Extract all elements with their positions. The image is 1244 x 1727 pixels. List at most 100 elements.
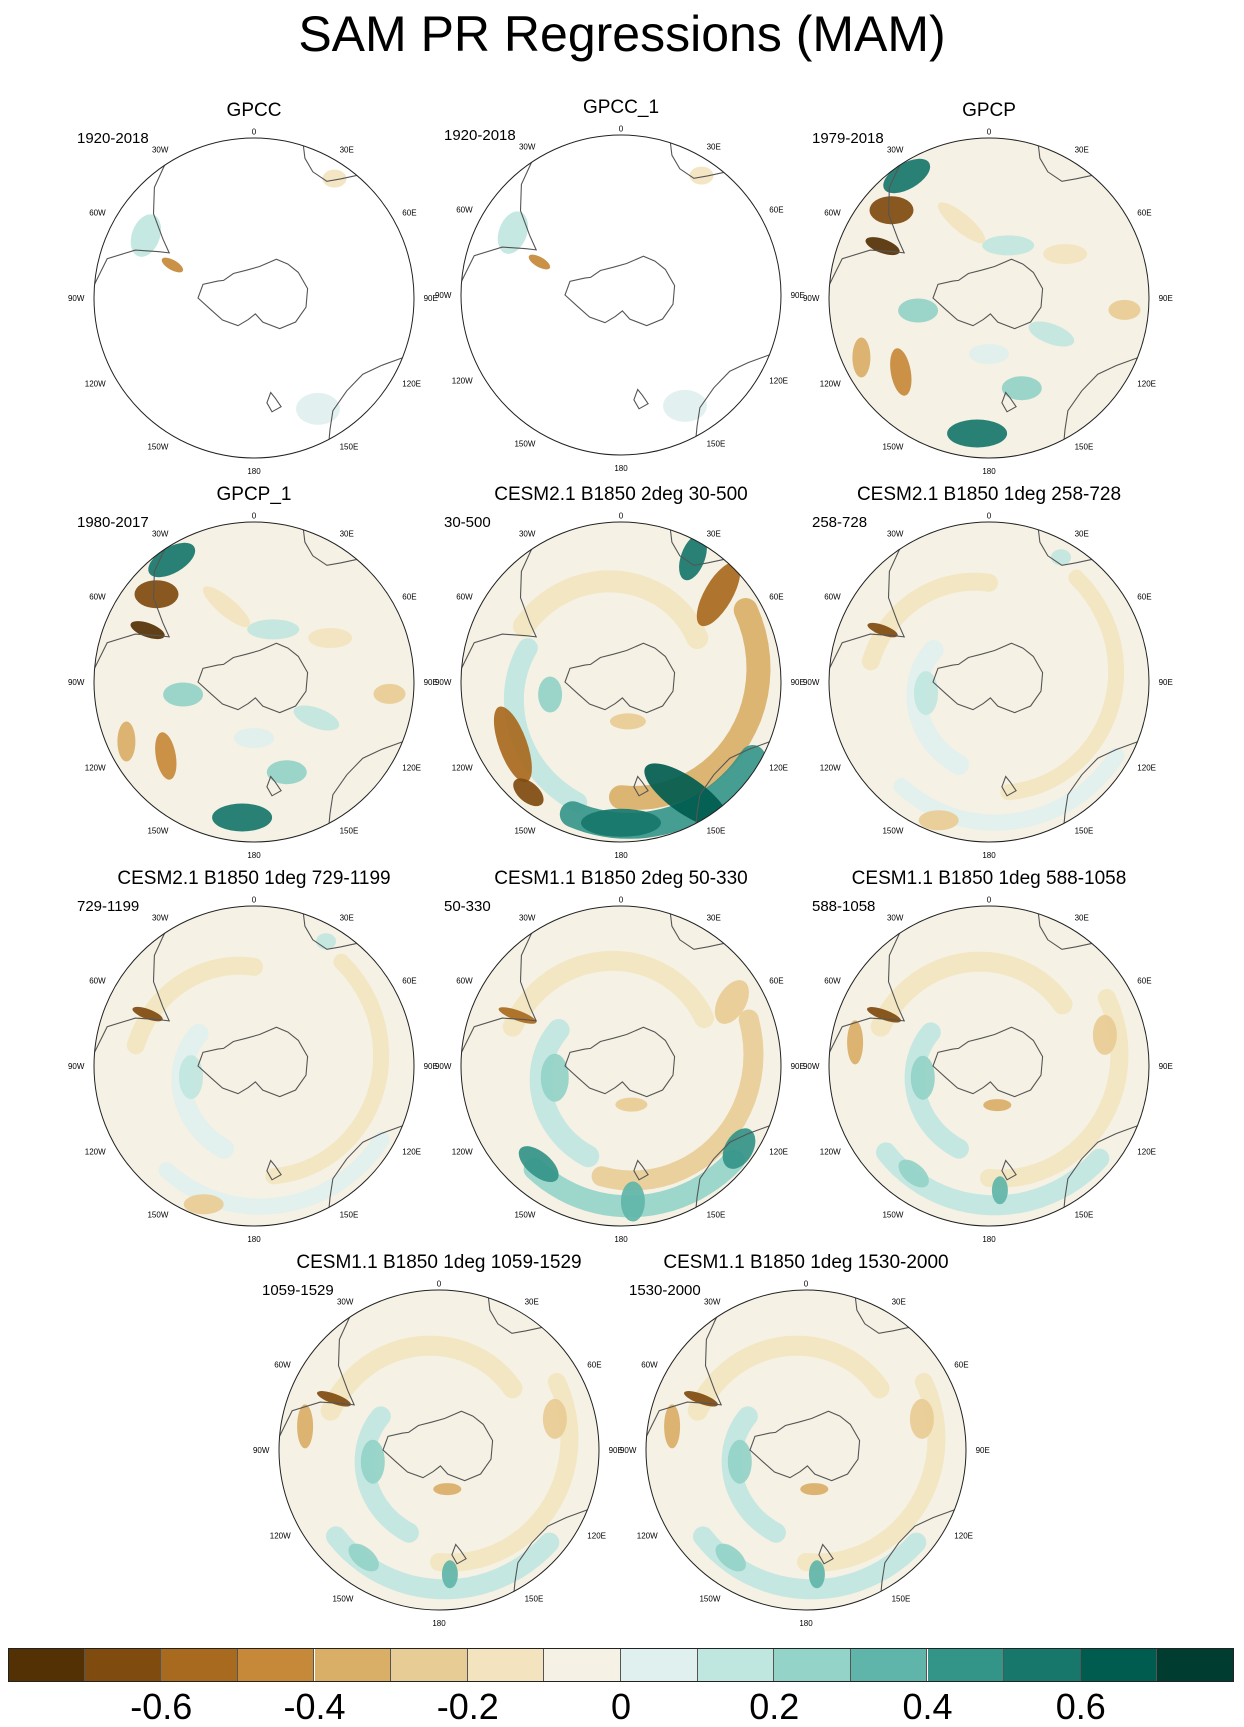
longitude-label: 120W (85, 380, 106, 389)
precip-field (461, 135, 781, 455)
negative-band (861, 572, 998, 671)
panel-title: CESM1.1 B1850 1deg 1530-2000 (663, 1252, 949, 1273)
new-zealand-coastline (451, 1543, 467, 1565)
longitude-label: 30W (152, 146, 169, 155)
longitude-label: 150E (1075, 826, 1094, 835)
longitude-label: 90E (1159, 1062, 1173, 1071)
negative-anomaly (696, 562, 741, 627)
polar-map: 0 30E 60E 90E 120E 150E 180 150W 120W 90W 60W 30W (68, 512, 438, 860)
colorbar-cell (237, 1648, 315, 1682)
positive-anomaly (883, 158, 931, 194)
panel-title: GPCC (226, 100, 282, 121)
longitude-label: 90W (435, 1062, 452, 1071)
positive-anomaly (348, 1543, 379, 1572)
negative-anomaly (132, 1006, 163, 1022)
negative-anomaly (297, 1404, 314, 1449)
longitude-label: 90E (424, 678, 438, 687)
positive-anomaly (148, 542, 196, 578)
background-field (94, 906, 414, 1226)
longitude-label: 180 (614, 851, 628, 860)
africa-coastline (487, 1297, 542, 1334)
colorbar-tick-label: -0.4 (283, 1686, 346, 1727)
longitude-label: 180 (982, 1235, 996, 1244)
positive-band (529, 1019, 600, 1168)
map-boundary (278, 1289, 600, 1611)
longitude-label: 90W (68, 678, 85, 687)
coastlines (94, 145, 403, 440)
map-boundary (460, 521, 782, 843)
map-boundary (460, 134, 782, 456)
south-america-coastline (461, 162, 538, 282)
australia-coastline (695, 354, 770, 437)
africa-coastline (302, 529, 357, 566)
australia-coastline (695, 741, 770, 824)
polar-map: 0 30E 60E 90E 120E 150E 180 150W 120W 90W 60W 30W (803, 128, 1173, 476)
antarctica-coastline (197, 258, 309, 330)
longitude-label: 120E (402, 764, 421, 773)
longitude-label: 30W (152, 530, 169, 539)
new-zealand-coastline (633, 1159, 649, 1181)
map-boundary (828, 905, 1150, 1227)
negative-anomaly (689, 166, 714, 185)
antarctica-coastline (564, 1026, 676, 1098)
new-zealand-coastline (1001, 391, 1017, 413)
positive-anomaly (898, 1159, 929, 1188)
longitude-label: 60E (769, 976, 783, 985)
longitude-label: 90W (803, 294, 820, 303)
panel-period: 50-330 (444, 898, 491, 915)
longitude-label: 30E (340, 146, 354, 155)
longitude-label: 120E (769, 377, 788, 386)
colorbar (8, 1648, 1234, 1682)
longitude-label: 60E (402, 592, 416, 601)
positive-anomaly (130, 214, 162, 257)
australia-coastline (1063, 357, 1138, 440)
south-america-coastline (461, 933, 538, 1053)
africa-coastline (854, 1297, 909, 1334)
polar-map: 0 30E 60E 90E 120E 150E 180 150W 120W 90W 60W 30W (253, 1280, 623, 1628)
negative-anomaly (130, 621, 165, 640)
longitude-label: 30W (887, 914, 904, 923)
longitude-label: 180 (799, 1619, 813, 1628)
longitude-label: 30W (519, 143, 536, 152)
positive-anomaly (715, 1543, 746, 1572)
longitude-label: 0 (619, 512, 624, 521)
colorbar-cell (314, 1648, 392, 1682)
negative-anomaly (433, 1483, 462, 1496)
longitude-label: 120W (85, 764, 106, 773)
negative-band (502, 950, 715, 1037)
longitude-label: 150W (699, 1594, 720, 1603)
panel-title: GPCC_1 (582, 97, 660, 118)
africa-coastline (1037, 529, 1092, 566)
longitude-label: 30E (707, 143, 721, 152)
longitude-label: 120E (402, 1148, 421, 1157)
longitude-label: 150E (340, 826, 359, 835)
positive-anomaly (722, 1128, 756, 1169)
colorbar-cell (161, 1648, 238, 1682)
south-america-coastline (829, 165, 906, 285)
africa-coastline (669, 529, 724, 566)
longitude-label: 0 (252, 128, 257, 137)
longitude-label: 30E (707, 530, 721, 539)
longitude-label: 120E (769, 764, 788, 773)
south-america-coastline (829, 933, 906, 1053)
colorbar-tick-label: -0.6 (130, 1686, 193, 1727)
positive-band (893, 747, 1125, 831)
africa-coastline (1037, 145, 1092, 182)
longitude-label: 90E (609, 1446, 623, 1455)
precip-field (461, 906, 781, 1226)
positive-anomaly (163, 682, 204, 707)
precip-field (94, 906, 414, 1226)
australia-coastline (695, 1125, 770, 1208)
south-america-coastline (829, 549, 906, 669)
antarctica-coastline (564, 642, 676, 714)
longitude-label: 90E (1159, 294, 1173, 303)
longitude-label: 120E (402, 380, 421, 389)
map-panel: 0 30E 60E 90E 120E 150E 180 150W 120W 90W 60W 30W C… (803, 868, 1173, 1244)
panel-period: 1920-2018 (77, 130, 149, 147)
precip-field (461, 522, 781, 842)
longitude-label: 0 (804, 1280, 809, 1289)
longitude-label: 90W (435, 291, 452, 300)
longitude-label: 180 (432, 1619, 446, 1628)
longitude-label: 30W (519, 914, 536, 923)
colorbar-cell (621, 1648, 698, 1682)
